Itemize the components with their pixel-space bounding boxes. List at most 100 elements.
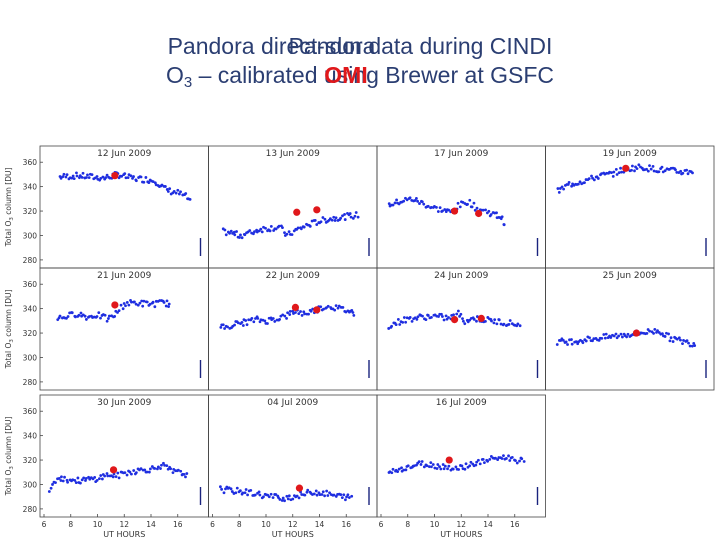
pandora-point [393,201,397,205]
pandora-point [291,309,295,313]
pandora-point [439,467,443,471]
pandora-point [266,322,269,325]
pandora-point [241,324,245,327]
pandora-point [259,227,263,231]
pandora-point [401,320,405,324]
pandora-point [332,493,336,497]
x-axis-label: UT HOURS [440,530,482,539]
panel-frame [376,394,546,518]
pandora-point [73,478,77,482]
pandora-point [576,182,580,186]
pandora-point [120,174,124,178]
pandora-point [243,491,247,495]
x-tick-label: 16 [341,520,351,529]
pandora-point [619,166,622,170]
pandora-point [447,464,451,468]
pandora-point [651,164,655,168]
pandora-point [122,302,126,305]
pandora-point [134,179,138,183]
panel-date-label: 24 Jun 2009 [434,271,488,281]
pandora-point [169,467,173,471]
pandora-point [674,168,677,172]
pandora-point [475,319,478,323]
ozone-symbol: O [165,62,184,88]
pandora-point [663,335,667,338]
pandora-point [156,465,160,469]
y-tick-label: 360 [23,407,38,416]
pandora-point [249,488,253,492]
x-tick-label: 10 [261,520,271,529]
pandora-point [278,498,282,501]
title-line-1: Pandora direct-sun data during CINDI Pan… [0,33,720,60]
title-line-2: O3 – calibrated using Brewer at GSFC OMI [0,62,720,91]
pandora-point [464,462,468,466]
pandora-point [312,492,316,496]
pandora-point [557,190,561,194]
pandora-point [223,327,226,330]
pandora-point [502,454,505,458]
pandora-point [95,315,99,318]
pandora-point [413,199,417,202]
pandora-point [396,470,400,473]
pandora-point [653,328,657,331]
pandora-point [133,300,136,304]
pandora-point [285,232,289,236]
pandora-point [243,233,247,237]
pandora-point [562,187,566,191]
pandora-point [455,312,459,316]
pandora-point [693,344,697,347]
pandora-point [58,314,62,318]
y-tick-label: 360 [23,158,38,167]
pandora-point [421,314,424,318]
pandora-point [86,173,89,177]
pandora-point [603,336,607,340]
pandora-point [233,233,237,237]
pandora-point [250,316,254,320]
pandora-point [395,198,398,202]
pandora-point [671,340,675,343]
panel-frame [208,267,378,391]
pandora-point [232,230,236,234]
pandora-point [602,333,606,336]
pandora-point [87,176,91,180]
pandora-point [136,303,140,307]
pandora-point [332,215,336,219]
pandora-point [236,321,240,325]
pandora-point [182,472,186,476]
pandora-point [391,467,395,471]
pandora-point [415,317,419,321]
pandora-point [248,229,252,232]
pandora-point [75,174,79,178]
pandora-point [556,187,560,190]
pandora-point [106,474,110,478]
pandora-point [343,213,346,216]
pandora-point [337,304,341,308]
pandora-point [346,493,350,497]
pandora-point [330,218,334,222]
pandora-point [660,332,664,336]
pandora-point [121,307,125,311]
title-line-2-rest: – calibrated using Brewer at GSFC [192,62,554,88]
panel-date-label: 04 Jul 2009 [267,398,318,408]
pandora-point [614,167,618,171]
pandora-point [463,467,467,471]
pandora-point [493,318,497,322]
pandora-point [165,299,169,303]
pandora-point [481,208,485,212]
y-axis-label: Total O3 column [DU] [4,417,15,497]
pandora-point [350,494,354,498]
ozone-subscript: 3 [183,74,193,91]
pandora-point [145,470,149,474]
pandora-point [408,316,412,319]
pandora-point [681,342,684,345]
pandora-point [652,332,655,335]
pandora-point [166,467,170,471]
pandora-point [308,224,312,228]
pandora-point [454,465,458,469]
pandora-point [90,173,94,177]
pandora-point [681,171,685,175]
pandora-point [179,190,182,194]
pandora-point [502,223,506,227]
pandora-point [430,465,433,469]
pandora-point [322,307,325,311]
